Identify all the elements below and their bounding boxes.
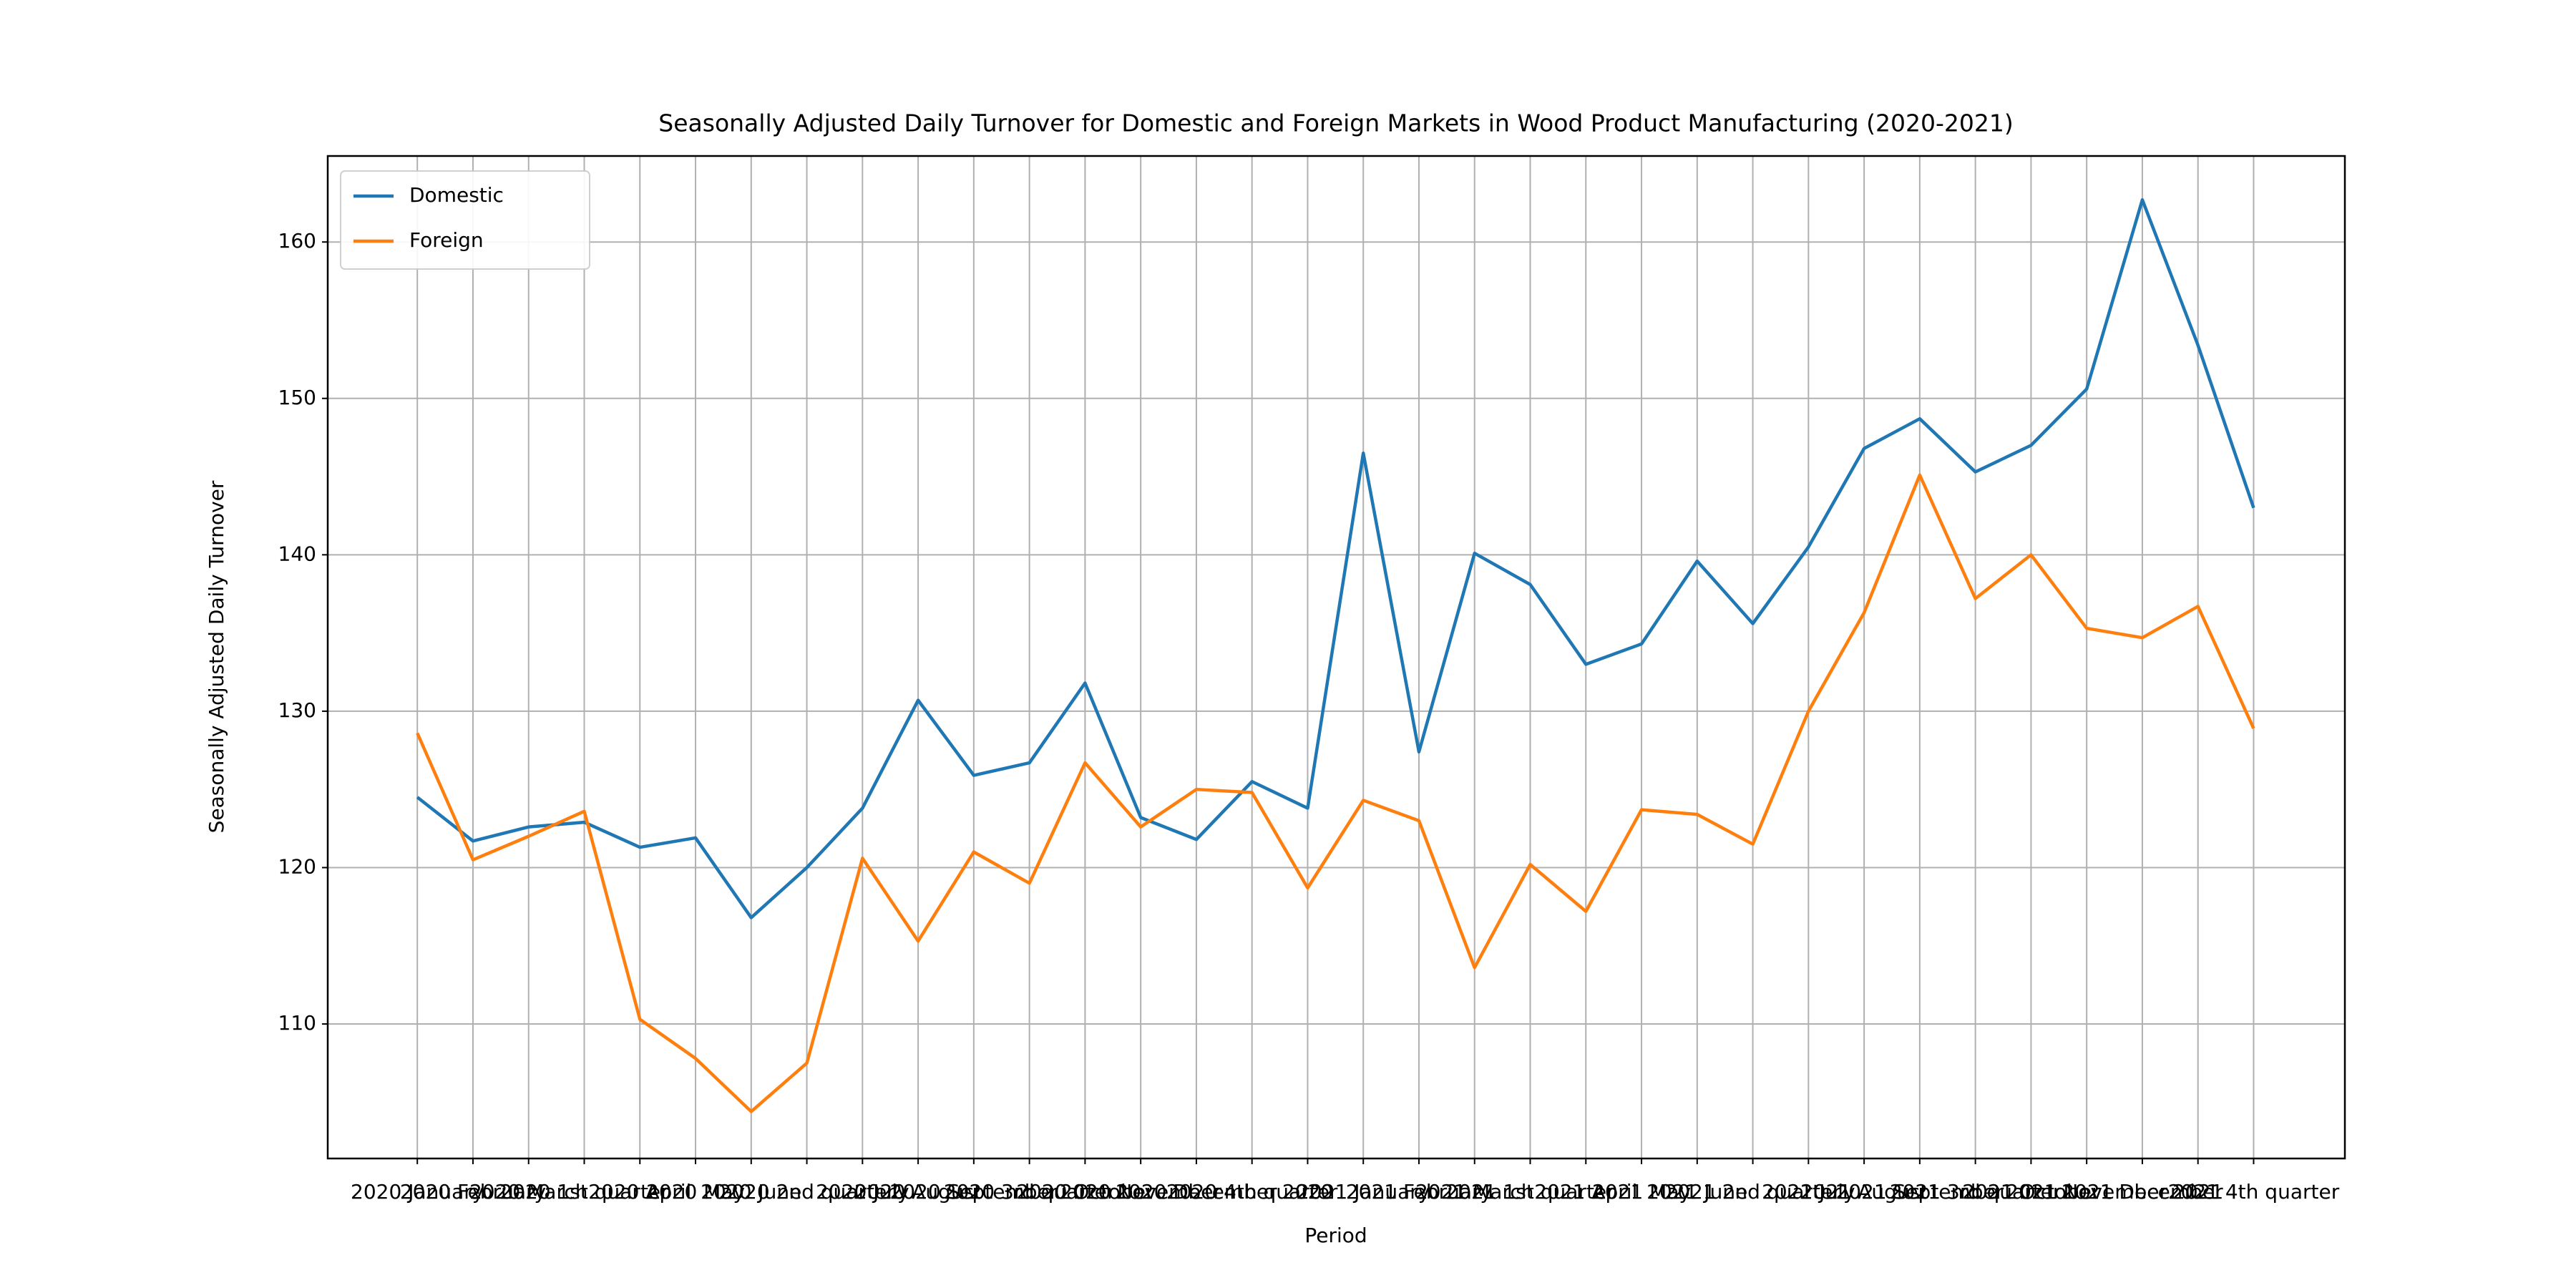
x-tick-label: 2021 2nd quarter: [1664, 1180, 1841, 1204]
y-tick-label: 120: [278, 854, 316, 878]
x-tick-label: 2020 December: [1116, 1180, 1277, 1204]
x-tick-label: 2020 April: [588, 1180, 691, 1204]
x-tick-label: 2021 March: [1415, 1180, 1534, 1204]
x-tick-label: 2021 June: [1646, 1180, 1747, 1204]
x-tick-label: 2020 September: [889, 1180, 1058, 1204]
legend-box: [340, 170, 590, 270]
x-tick-label: 2020 March: [469, 1180, 588, 1204]
x-tick-label: 2021 October: [1962, 1180, 2100, 1204]
plot-frame: [326, 155, 2346, 1160]
x-tick-label: 2021 November: [2006, 1180, 2167, 1204]
y-tick-label: 130: [278, 698, 316, 722]
x-axis-label: Period: [1304, 1224, 1367, 1247]
x-tick-label: 2021 July: [1762, 1180, 1855, 1204]
x-tick-label: 2020 November: [1060, 1180, 1221, 1204]
x-tick-label: 2021 December: [2062, 1180, 2223, 1204]
x-tick-label: 2020 January: [351, 1180, 484, 1204]
chart-title: Seasonally Adjusted Daily Turnover for D…: [658, 109, 2013, 137]
x-tick-label: 2021 February: [1346, 1180, 1492, 1204]
y-tick-label: 110: [278, 1011, 316, 1035]
series-line: [416, 197, 2255, 919]
x-tick-label: 2020 June: [701, 1180, 801, 1204]
series-line: [416, 473, 2255, 1113]
x-tick-label: 2020: [1282, 1180, 1333, 1204]
x-tick-label: 2021 3rd quarter: [1890, 1180, 2062, 1204]
legend: Domestic Foreign: [340, 170, 590, 270]
x-tick-label: 2020 2nd quarter: [718, 1180, 895, 1204]
x-tick-label: 2021: [2172, 1180, 2223, 1204]
x-tick-label: 2020 February: [400, 1180, 546, 1204]
x-tick-label: 2020 May: [646, 1180, 745, 1204]
x-tick-label: 2021 4th quarter: [2168, 1180, 2340, 1204]
x-tick-label: 2021 1st quarter: [1445, 1180, 1615, 1204]
x-tick-label: 2021 August: [1800, 1180, 1928, 1204]
x-tick-label: 2021 April: [1534, 1180, 1637, 1204]
x-tick-label: 2020 October: [1016, 1180, 1154, 1204]
x-tick-label: 2020 July: [816, 1180, 909, 1204]
y-tick-label: 140: [278, 542, 316, 565]
y-axis-label: Seasonally Adjusted Daily Turnover: [205, 480, 228, 833]
x-tick-label: 2020 4th quarter: [1166, 1180, 1338, 1204]
y-tick-label: 160: [278, 229, 316, 253]
x-tick-label: 2020 3rd quarter: [944, 1180, 1116, 1204]
legend-label: Domestic: [409, 183, 504, 207]
x-tick-label: 2021 January: [1297, 1180, 1430, 1204]
y-tick-label: 150: [278, 386, 316, 409]
x-tick-label: 2021 May: [1592, 1180, 1691, 1204]
x-tick-label: 2021 September: [1835, 1180, 2004, 1204]
x-tick-label: 2020 August: [854, 1180, 982, 1204]
legend-label: Foreign: [409, 228, 484, 252]
x-tick-label: 2020 1st quarter: [499, 1180, 669, 1204]
